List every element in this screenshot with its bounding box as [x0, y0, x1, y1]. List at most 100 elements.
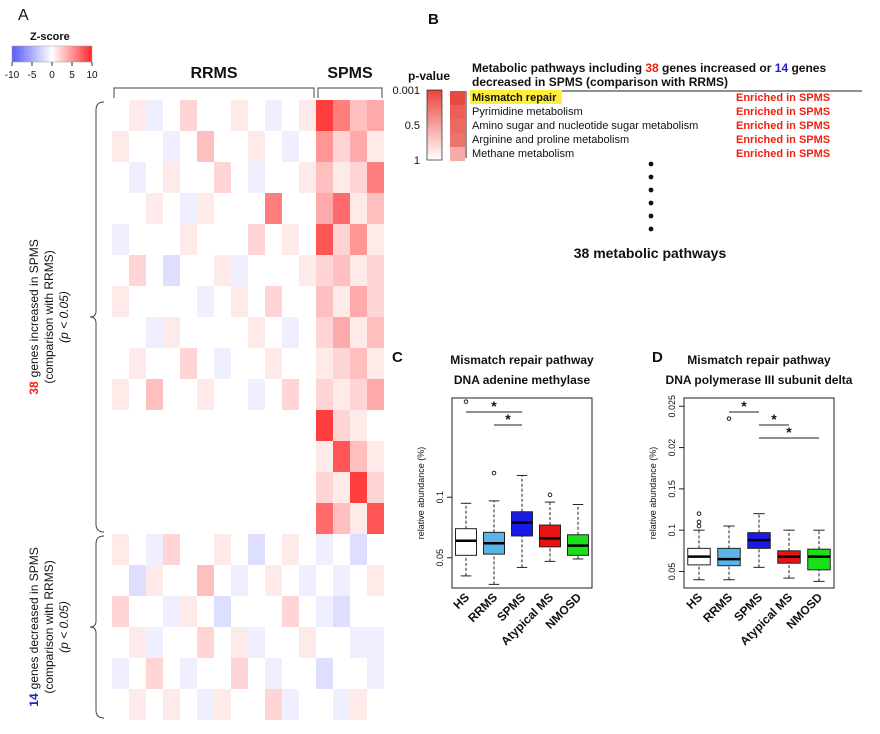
heatmap-cell: [282, 100, 299, 131]
heatmap-cell: [129, 317, 146, 348]
heatmap-cell: [112, 379, 129, 410]
colorbar-tick-label: -5: [28, 70, 37, 81]
heatmap-cell: [180, 317, 197, 348]
heatmap-cell: [129, 596, 146, 627]
heatmap-cell: [248, 503, 265, 534]
colorbar-title: Z-score: [30, 31, 70, 43]
x-tick-label: HS: [450, 590, 472, 612]
colorbar: [11, 45, 93, 63]
heatmap-cell: [231, 193, 248, 224]
heatmap-cell: [163, 410, 180, 441]
heatmap-cell: [214, 410, 231, 441]
heatmap-cell: [248, 348, 265, 379]
significance-label: *: [741, 398, 747, 414]
heatmap-cell: [333, 100, 350, 131]
heatmap-cell: [333, 441, 350, 472]
heatmap-cell: [265, 534, 282, 565]
heatmap-cell: [316, 131, 333, 162]
heatmap-cell: [265, 255, 282, 286]
ellipsis-dot: [648, 213, 654, 219]
heatmap-cell: [197, 627, 214, 658]
heatmap-cell: [367, 131, 384, 162]
pathway-count: 38 metabolic pathways: [574, 245, 727, 261]
heatmap-cell: [129, 193, 146, 224]
heatmap-cell: [129, 658, 146, 689]
pvalue-cell: [450, 105, 465, 119]
heatmap-cell: [180, 379, 197, 410]
pvalue-cell: [450, 119, 465, 133]
heatmap-cell: [163, 379, 180, 410]
heatmap-cell: [265, 224, 282, 255]
pvalue-cell: [450, 147, 465, 161]
heatmap-cell: [367, 379, 384, 410]
heatmap-cell: [146, 100, 163, 131]
heatmap-cell: [180, 286, 197, 317]
heatmap-cell: [333, 596, 350, 627]
heatmap-cell: [163, 162, 180, 193]
heatmap-cell: [214, 255, 231, 286]
heatmap-cell: [333, 379, 350, 410]
heatmap-cell: [367, 565, 384, 596]
heatmap-cell: [316, 534, 333, 565]
significance-label: *: [786, 424, 792, 440]
heatmap-cell: [350, 658, 367, 689]
heatmap-cell: [350, 224, 367, 255]
pvalue-colorbar: [426, 89, 443, 161]
heatmap-cell: [299, 162, 316, 193]
heatmap-cell: [231, 379, 248, 410]
heatmap-cell: [367, 317, 384, 348]
heatmap-cell: [146, 348, 163, 379]
heatmap-cell: [316, 627, 333, 658]
box: [807, 548, 831, 571]
heatmap-cell: [316, 565, 333, 596]
heatmap-cell: [197, 131, 214, 162]
heatmap-cell: [265, 596, 282, 627]
heatmap-cell: [282, 348, 299, 379]
row-group-title: 14 genes decreased in SPMS: [27, 547, 41, 706]
heatmap-cell: [299, 534, 316, 565]
heatmap-cell: [333, 224, 350, 255]
heading-part: 14: [775, 61, 789, 75]
heatmap-cell: [163, 565, 180, 596]
heatmap-cell: [197, 534, 214, 565]
heatmap-cell: [197, 255, 214, 286]
heatmap-cell: [316, 255, 333, 286]
heading: Metabolic pathways including 38 genes in…: [472, 61, 826, 75]
heading-part: 38: [645, 61, 659, 75]
heatmap-cell: [197, 596, 214, 627]
heatmap-cell: [248, 286, 265, 317]
ellipsis-dot: [648, 161, 654, 167]
pvalue-label: p-value: [408, 69, 450, 83]
plot-frame: [683, 397, 835, 589]
heatmap-cell: [316, 317, 333, 348]
heatmap-cell: [146, 658, 163, 689]
x-tick-label: HS: [683, 590, 705, 612]
heatmap-cell: [231, 689, 248, 720]
heatmap-cell: [146, 534, 163, 565]
heatmap-cell: [163, 441, 180, 472]
heatmap-cell: [316, 503, 333, 534]
heatmap-cell: [299, 565, 316, 596]
heatmap-cell: [367, 100, 384, 131]
significance-label: *: [771, 411, 777, 427]
heatmap-cell: [112, 193, 129, 224]
heatmap-cell: [333, 689, 350, 720]
heatmap-cell: [197, 348, 214, 379]
heatmap-cell: [129, 472, 146, 503]
outlier: [491, 470, 497, 476]
heatmap-cell: [265, 162, 282, 193]
heatmap-cell: [197, 286, 214, 317]
row-group-label: 38 genes increased in SPMS (comparison wit…: [27, 239, 71, 394]
heatmap-cell: [112, 224, 129, 255]
pathway-name: Methane metabolism: [472, 148, 574, 160]
heatmap-cell: [299, 100, 316, 131]
y-tick-label: 0.02: [667, 439, 677, 457]
pathway-status: Enriched in SPMS: [736, 106, 830, 118]
row-group-note: (comparison with RRMS): [42, 560, 56, 693]
heatmap-cell: [265, 441, 282, 472]
heatmap-cell: [282, 503, 299, 534]
heatmap-cell: [197, 224, 214, 255]
heatmap-cell: [350, 689, 367, 720]
heatmap-cell: [231, 596, 248, 627]
heatmap-cell: [163, 317, 180, 348]
